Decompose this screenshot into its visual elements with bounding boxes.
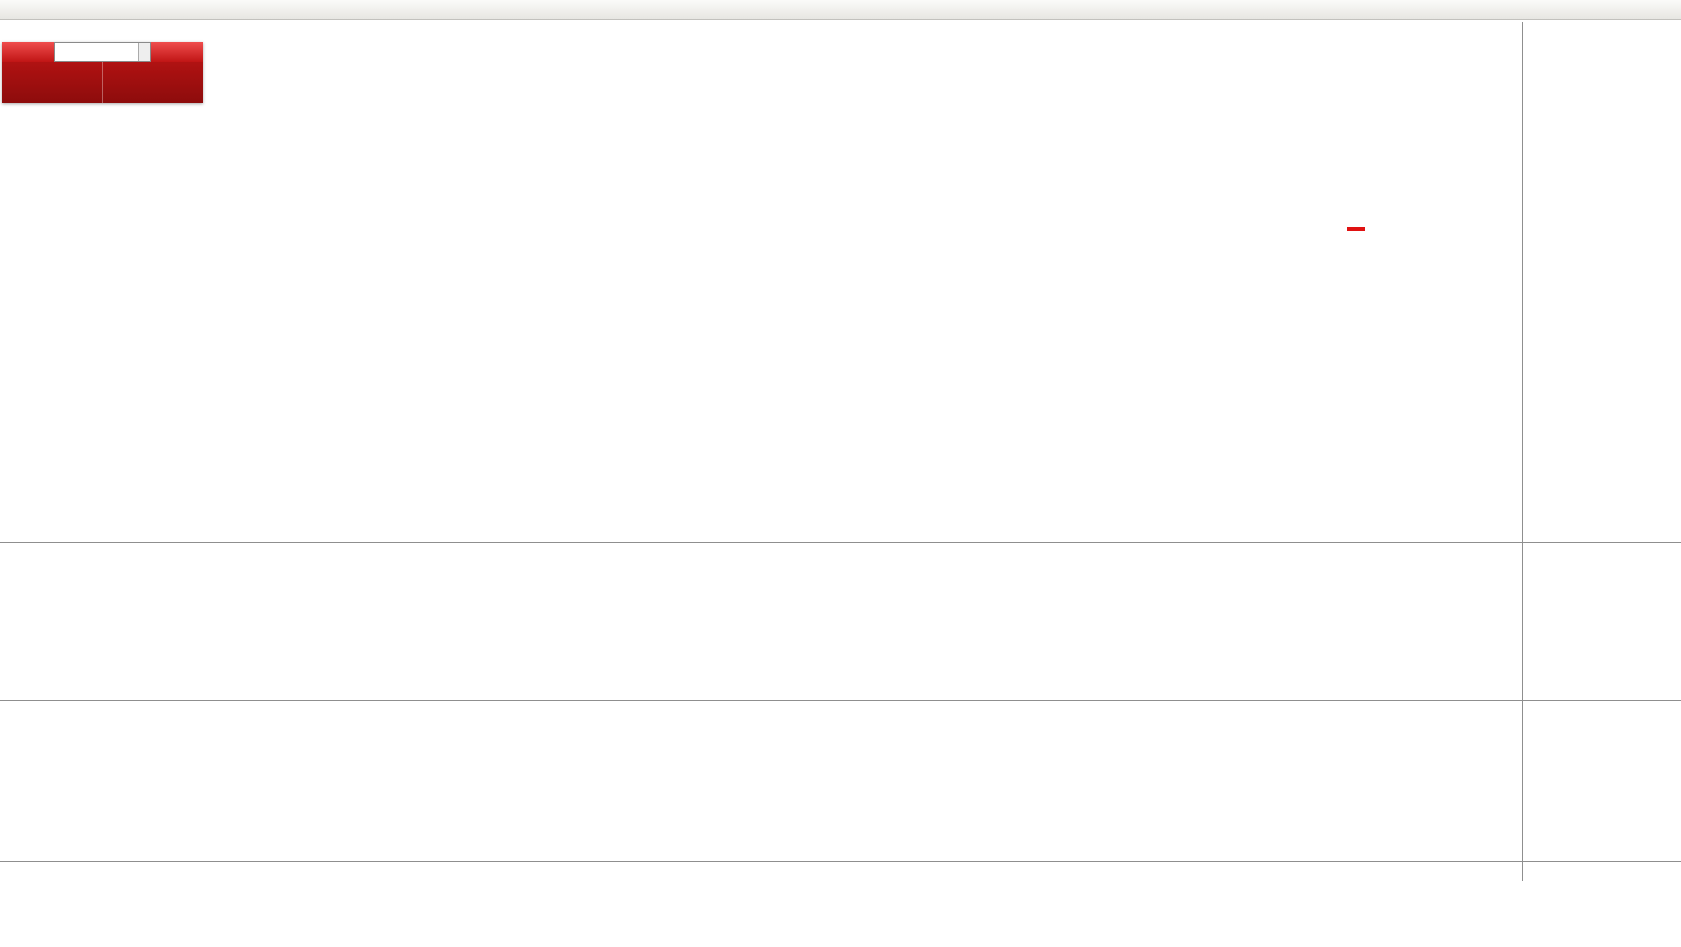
volume-increase-button[interactable]: [138, 43, 150, 52]
main-chart-canvas[interactable]: [0, 22, 1522, 542]
rsi-indicator-canvas[interactable]: [0, 701, 1522, 860]
buy-price-display[interactable]: [103, 62, 203, 103]
date-axis-separator: [0, 861, 1681, 862]
sell-button[interactable]: [2, 42, 54, 62]
top-toolbar: [0, 0, 1681, 20]
sell-price-display[interactable]: [2, 62, 102, 103]
volume-spinner: [137, 43, 150, 61]
macd-panel-separator: [0, 542, 1681, 543]
volume-decrease-button[interactable]: [138, 52, 150, 61]
price-divider: [102, 62, 103, 103]
volume-input[interactable]: [55, 43, 138, 61]
macd-indicator-canvas[interactable]: [0, 543, 1522, 700]
buy-button[interactable]: [151, 42, 203, 62]
chart-symbol-header: [6, 27, 9, 39]
zone-price-label[interactable]: [1347, 227, 1365, 231]
rsi-panel-separator: [0, 700, 1681, 701]
one-click-trading-panel: [2, 42, 203, 103]
volume-field: [54, 42, 151, 62]
price-axis-separator: [1522, 22, 1523, 881]
